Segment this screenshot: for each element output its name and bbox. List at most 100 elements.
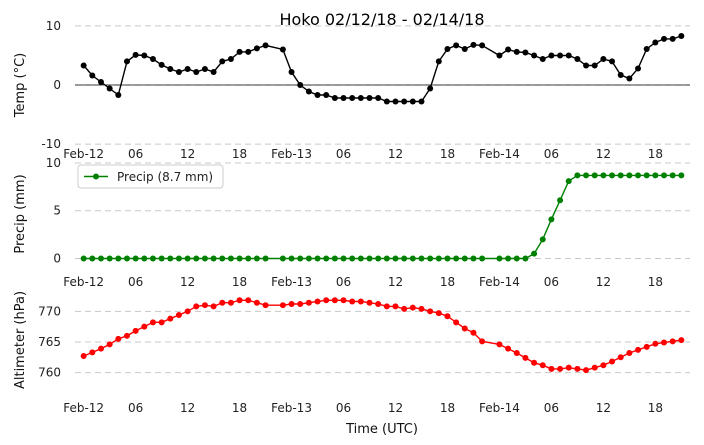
precipitation-data-point [435, 255, 442, 262]
altimeter-data-point [591, 364, 598, 371]
altimeter-data-point [245, 297, 252, 304]
precipitation-data-point [401, 255, 408, 262]
temperature-x-tick-label: 18 [232, 147, 247, 161]
altimeter-data-point [106, 341, 113, 348]
precipitation-data-point [141, 255, 148, 262]
precipitation-data-point [418, 255, 425, 262]
precipitation-data-point [201, 255, 208, 262]
precipitation-data-point [591, 172, 598, 179]
temperature-data-point [461, 45, 468, 52]
altimeter-x-tick-label: Feb-14 [479, 401, 520, 415]
altimeter-data-point [392, 303, 399, 310]
altimeter-x-tick-label: 12 [596, 401, 611, 415]
temperature-data-point [219, 58, 226, 65]
altimeter-data-point [453, 319, 460, 326]
altimeter-data-point [323, 297, 330, 304]
temperature-data-point [184, 66, 191, 73]
precipitation-data-point [392, 255, 399, 262]
temperature-data-point [591, 62, 598, 69]
precipitation-x-tick-label: 06 [336, 275, 351, 289]
temperature-data-point [574, 56, 581, 62]
altimeter-data-point [643, 343, 650, 350]
altimeter-x-tick-label: Feb-13 [271, 401, 312, 415]
precipitation-data-point [97, 255, 104, 262]
altimeter-data-point [279, 302, 286, 309]
altimeter-data-point [409, 304, 416, 311]
temperature-data-point [132, 51, 139, 58]
temperature-data-point [470, 41, 477, 48]
altimeter-x-tick-label: 12 [388, 401, 403, 415]
temperature-x-tick-label: 06 [544, 147, 559, 161]
temperature-data-point [513, 48, 520, 55]
temperature-data-point [175, 69, 182, 75]
precipitation-data-point [262, 255, 269, 262]
temperature-data-point [479, 42, 486, 49]
temperature-data-point [392, 98, 399, 105]
temperature-data-point [357, 95, 364, 101]
altimeter-data-point [583, 367, 590, 374]
temperature-data-point [314, 92, 321, 99]
precipitation-data-point [661, 172, 668, 179]
precipitation-data-point [167, 255, 174, 262]
precipitation-data-point [635, 172, 642, 179]
temperature-series-line [83, 35, 682, 103]
temperature-x-tick-label: 18 [440, 147, 455, 161]
precipitation-data-point [600, 172, 607, 179]
altimeter-data-point [479, 338, 486, 345]
altimeter-data-point [149, 319, 156, 326]
precipitation-data-point [539, 236, 546, 243]
chart-title: Hoko 02/12/18 - 02/14/18 [279, 10, 484, 29]
temperature-data-point [600, 56, 607, 62]
altimeter-data-point [201, 302, 208, 309]
temperature-data-point [253, 45, 260, 52]
precipitation-legend: Precip (8.7 mm) [77, 164, 224, 189]
temperature-data-point [435, 58, 442, 65]
temperature-y-tick-label: 0 [53, 78, 61, 92]
precipitation-data-point [297, 255, 304, 262]
temperature-data-point [262, 42, 269, 49]
temperature-data-point [245, 48, 252, 55]
altimeter-data-point [158, 319, 165, 326]
temperature-data-point [505, 46, 512, 53]
altimeter-data-point [305, 299, 312, 306]
precipitation-data-point [652, 172, 659, 179]
altimeter-data-point [574, 365, 581, 372]
temperature-data-point [167, 66, 174, 73]
temperature-data-point [193, 69, 200, 75]
precipitation-x-tick-label: 12 [388, 275, 403, 289]
precipitation-data-point [427, 255, 434, 262]
temperature-data-point [539, 56, 546, 62]
altimeter-y-tick-label: 765 [38, 335, 61, 349]
temperature-data-point [375, 95, 382, 101]
precipitation-y-tick-label: 5 [53, 204, 61, 218]
altimeter-x-tick-label: 18 [440, 401, 455, 415]
temperature-data-point [617, 71, 624, 78]
precipitation-data-point [210, 255, 217, 262]
altimeter-data-point [357, 298, 364, 305]
altimeter-y-tick-label: 770 [38, 304, 61, 318]
altimeter-series-line [83, 299, 682, 371]
altimeter-data-point [548, 365, 555, 372]
altimeter-data-point [97, 345, 104, 352]
temperature-data-point [557, 52, 564, 59]
altimeter-data-point [314, 298, 321, 305]
temperature-data-point [227, 56, 234, 62]
temperature-data-point [678, 32, 685, 39]
altimeter-x-tick-label: 06 [336, 401, 351, 415]
altimeter-data-point [210, 303, 217, 310]
temperature-data-point [548, 52, 555, 59]
altimeter-y-axis-label: Altimeter (hPa) [13, 291, 28, 389]
altimeter-data-point [383, 303, 390, 310]
altimeter-data-point [626, 349, 633, 356]
temperature-data-point [236, 48, 243, 55]
precipitation-x-tick-label: 18 [440, 275, 455, 289]
precipitation-data-point [461, 255, 468, 262]
precipitation-data-point [132, 255, 139, 262]
temperature-x-tick-label: Feb-13 [271, 147, 312, 161]
altimeter-data-point [115, 335, 122, 342]
altimeter-data-point [557, 365, 564, 372]
precipitation-data-point [288, 255, 295, 262]
temperature-y-tick-label: 10 [46, 19, 61, 33]
altimeter-x-tick-label: 18 [232, 401, 247, 415]
altimeter-data-point [565, 364, 572, 371]
